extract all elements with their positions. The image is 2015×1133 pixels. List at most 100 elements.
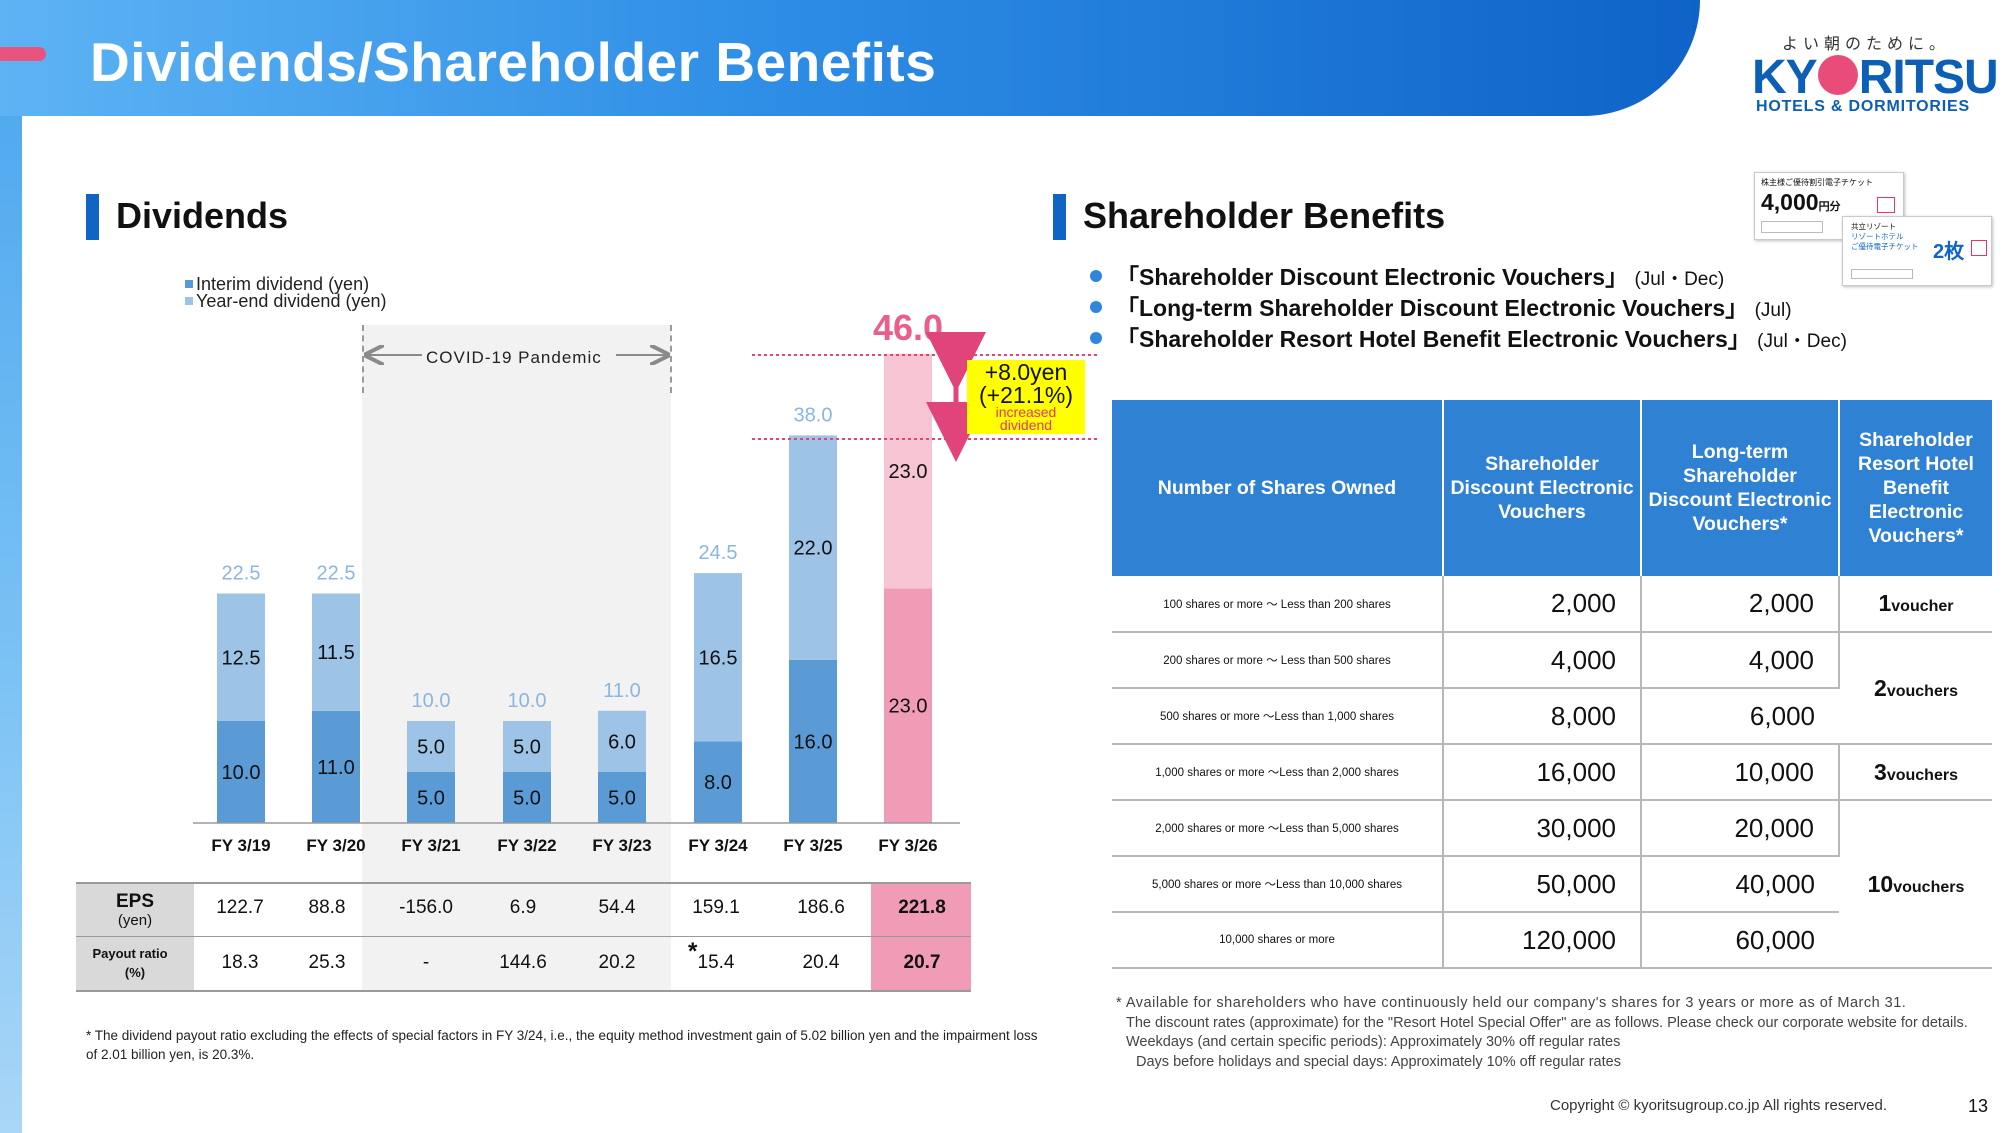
logo-text-right: RITSU: [1858, 51, 1999, 104]
year-end-value-label: 22.0: [794, 538, 833, 560]
bar-year-end: [789, 435, 837, 660]
eps-value: 221.8: [898, 897, 946, 918]
benefit-bullet-3: 「Shareholder Resort Hotel Benefit Electr…: [1090, 320, 1847, 354]
bullet-dot-icon: [1090, 332, 1102, 344]
resort-vouchers: 10vouchers: [1839, 800, 1992, 969]
ticket2-code-icon: [1851, 269, 1913, 279]
payout-value: 18.3: [221, 952, 259, 973]
shares-range: 2,000 shares or more ～Less than 5,000 sh…: [1112, 800, 1444, 857]
bullet-1-period: (Jul・Dec): [1634, 269, 1725, 290]
resort-count: 2: [1874, 674, 1887, 701]
bar-interim: [694, 741, 742, 823]
bullet-2-name: 「Long-term Shareholder Discount Electron…: [1116, 295, 1749, 321]
discount-value: 16,000: [1443, 744, 1642, 801]
th-shares: Number of Shares Owned: [1112, 400, 1444, 576]
covid-end-line: [670, 325, 672, 393]
interim-value-label: 23.0: [889, 696, 928, 718]
eps-value: 186.6: [797, 897, 845, 918]
eps-label: EPS: [115, 891, 155, 912]
note-line-1: * Available for shareholders who have co…: [1116, 995, 1907, 1011]
shares-range: 500 shares or more ～Less than 1,000 shar…: [1112, 688, 1444, 745]
bar-interim: [789, 659, 837, 823]
benefit-bullet-1: 「Shareholder Discount Electronic Voucher…: [1090, 258, 1724, 292]
year-end-value-label: 16.5: [699, 647, 738, 669]
legend-interim: Interim dividend (yen): [185, 274, 369, 295]
payout-unit: (%): [124, 965, 146, 980]
x-tick-label: FY 3/24: [688, 836, 748, 855]
dividends-section-title: Dividends: [116, 195, 289, 236]
discount-value: 50,000: [1443, 856, 1642, 913]
interim-value-label: 11.0: [317, 757, 354, 779]
ticket2-line3: ご優待電子チケット: [1851, 242, 1919, 251]
year-end-value-label: 23.0: [889, 461, 928, 483]
x-tick-label: FY 3/20: [306, 836, 365, 855]
dividends-section-bar: [86, 194, 99, 240]
ticket2-stamp-icon: [1971, 240, 1987, 256]
resort-count: 3: [1874, 758, 1887, 785]
resort-unit: vouchers: [1886, 766, 1958, 784]
th-resort: Shareholder Resort Hotel Benefit Electro…: [1839, 400, 1992, 576]
discount-value: 4,000: [1443, 632, 1642, 689]
eps-bottom-rule: [76, 990, 971, 992]
table-row: 5,000 shares or more ～Less than 10,000 s…: [1112, 856, 1992, 913]
resort-vouchers: 1voucher: [1839, 576, 1992, 633]
bar-year-end: [694, 573, 742, 742]
shares-range: 100 shares or more ～ Less than 200 share…: [1112, 576, 1444, 633]
left-accent-band: [0, 0, 22, 1133]
payout-value: 15.4: [697, 952, 735, 973]
eps-value: -156.0: [399, 897, 453, 918]
covid-label: COVID-19 Pandemic: [426, 348, 602, 367]
ticket1-unit: 円分: [1818, 201, 1841, 213]
resort-count: 10: [1867, 870, 1894, 897]
table-row: 2,000 shares or more ～Less than 5,000 sh…: [1112, 800, 1992, 969]
header-pink-tab: [0, 47, 46, 61]
company-logo: KY RITSU: [1752, 50, 1999, 105]
shares-range: 5,000 shares or more ～Less than 10,000 s…: [1112, 856, 1444, 913]
eps-value: 122.7: [216, 897, 264, 918]
covid-start-line: [362, 325, 364, 393]
interim-value-label: 16.0: [794, 731, 833, 753]
ticket2-count: 2枚: [1933, 241, 1965, 263]
bullet-dot-icon: [1090, 270, 1102, 282]
note-line-4: Days before holidays and special days: A…: [1136, 1053, 1621, 1070]
resort-count: 1: [1878, 590, 1892, 616]
eps-top-rule: [76, 882, 971, 884]
increase-percent: (+21.1%): [979, 382, 1073, 408]
resort-voucher-image: 共立リゾート リゾートホテル ご優待電子チケット 2枚: [1842, 216, 1992, 286]
legend-interim-swatch: [185, 280, 193, 288]
increase-callout: +8.0yen (+21.1%) increased dividend: [967, 360, 1085, 434]
logo-tagline: よい朝のために。: [1782, 34, 1951, 53]
shares-range: 200 shares or more ～ Less than 500 share…: [1112, 632, 1444, 689]
benefits-section-bar: [1053, 194, 1066, 240]
resort-unit: voucher: [1891, 598, 1954, 615]
x-tick-label: FY 3/26: [878, 836, 937, 855]
copyright: Copyright © kyoritsugroup.co.jp All righ…: [1550, 1097, 1888, 1114]
x-tick-label: FY 3/25: [783, 836, 842, 855]
eps-forecast-col: [871, 882, 971, 992]
benefits-section-title: Shareholder Benefits: [1083, 195, 1446, 236]
payout-value: 20.4: [802, 952, 840, 973]
ticket2-line2: リゾートホテル: [1851, 232, 1904, 241]
table-row: 10,000 shares or more 120,000 60,000: [1112, 912, 1992, 969]
bullet-2-period: (Jul): [1754, 300, 1792, 321]
discount-value: 30,000: [1443, 800, 1642, 857]
longterm-value: 4,000: [1641, 632, 1840, 689]
interim-value-label: 10.0: [222, 762, 261, 784]
legend-year-end-swatch: [185, 297, 193, 305]
total-value-label: 24.5: [699, 542, 738, 564]
th-longterm: Long-term Shareholder Discount Electroni…: [1641, 400, 1840, 576]
page-title: Dividends/Shareholder Benefits: [90, 31, 937, 93]
ticket1-title: 株主様ご優待割引電子チケット: [1761, 178, 1873, 187]
note-line-2: The discount rates (approximate) for the…: [1126, 1014, 1968, 1031]
longterm-value: 40,000: [1641, 856, 1839, 913]
payout-value: 20.7: [903, 952, 941, 973]
total-value-label: 22.5: [222, 563, 261, 585]
bar-interim: [217, 721, 265, 823]
total-value-label: 38.0: [794, 404, 833, 426]
payout-label: Payout ratio: [92, 946, 168, 961]
table-row: 500 shares or more ～Less than 1,000 shar…: [1112, 688, 1992, 745]
eps-table-header-col: [76, 882, 194, 992]
dividend-footnote: * The dividend payout ratio excluding th…: [86, 1028, 1038, 1062]
total-value-label: 22.5: [317, 563, 356, 585]
note-line-3: Weekdays (and certain specific periods):…: [1126, 1034, 1621, 1050]
